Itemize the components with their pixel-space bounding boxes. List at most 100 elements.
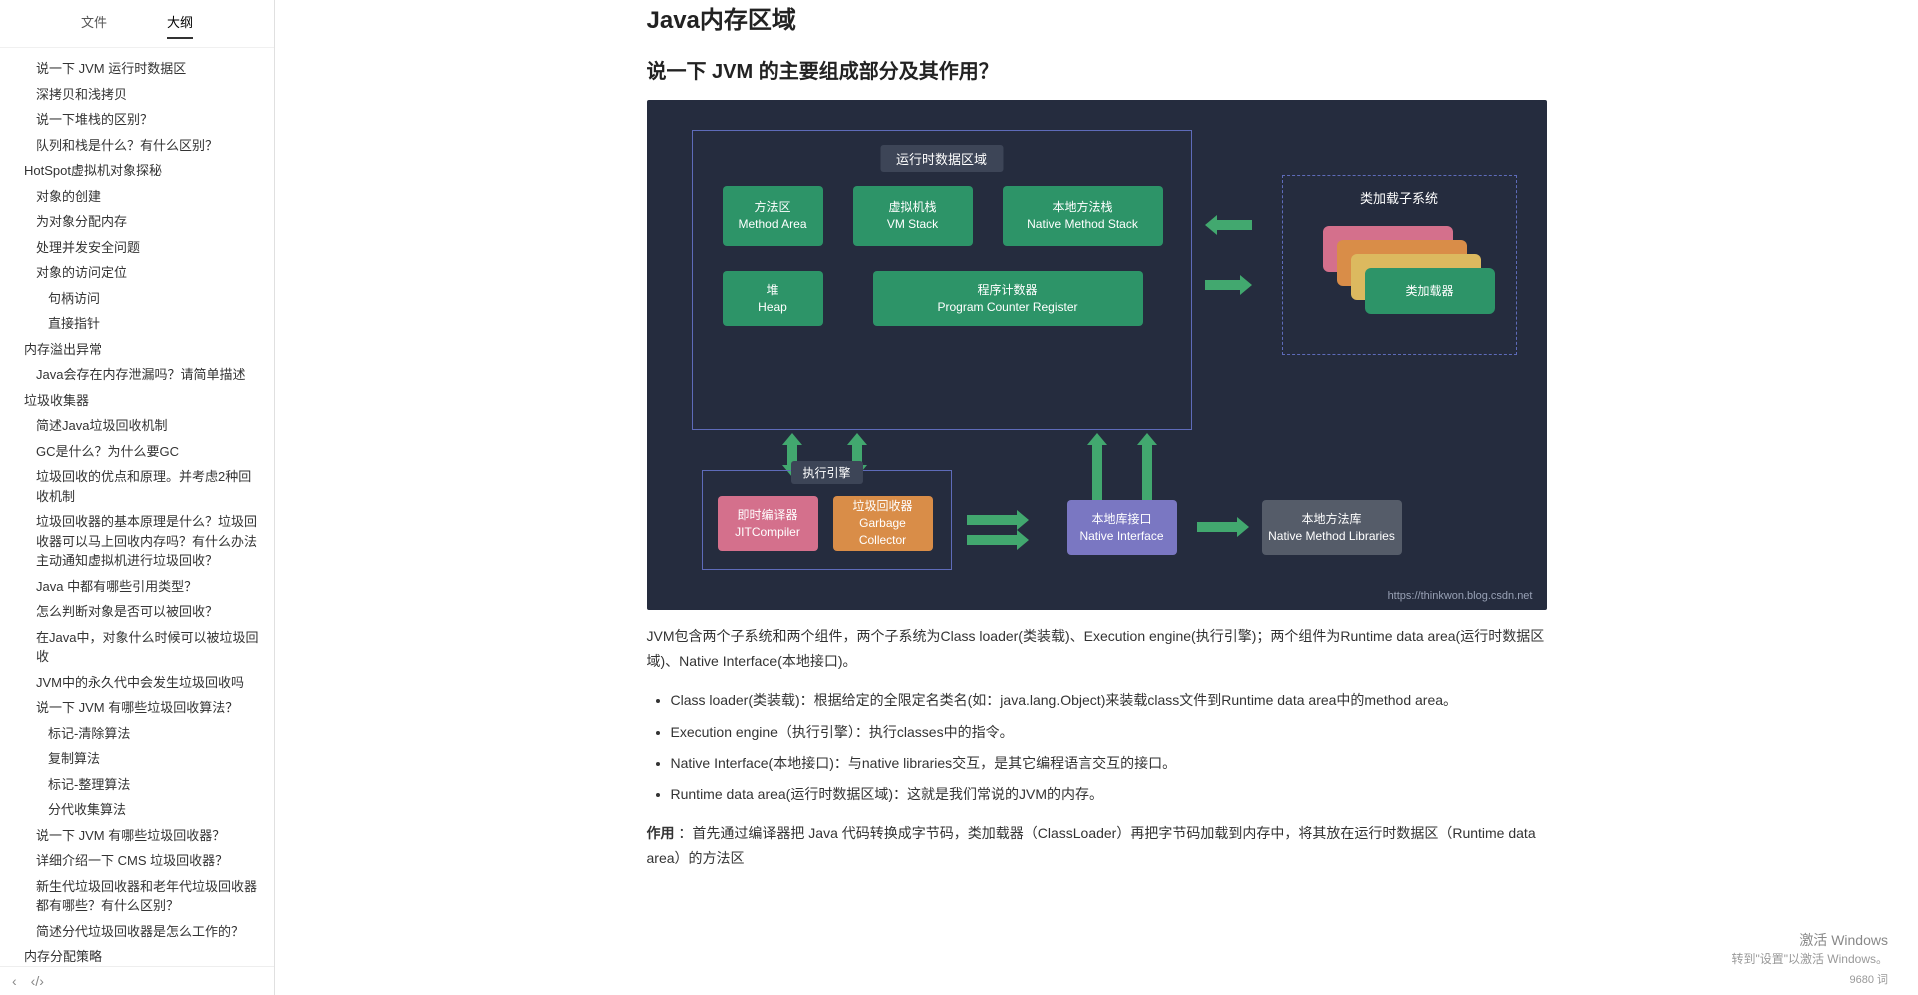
paragraph: 作用 ：首先通过编译器把 Java 代码转换成字节码，类加载器（ClassLoa…: [647, 821, 1547, 871]
outline-tree: 说一下 JVM 运行时数据区深拷贝和浅拷贝说一下堆栈的区别？队列和栈是什么？有什…: [0, 48, 274, 966]
outline-item[interactable]: 详细介绍一下 CMS 垃圾回收器？: [0, 848, 270, 874]
outline-item[interactable]: 标记-整理算法: [0, 772, 270, 798]
method-area-box: 方法区 Method Area: [723, 186, 823, 246]
runtime-area-group: 运行时数据区域 方法区 Method Area 虚拟机栈 VM Stack 本地…: [692, 130, 1192, 430]
chevron-left-icon[interactable]: ‹: [12, 973, 17, 989]
pc-register-cn: 程序计数器: [977, 282, 1037, 299]
exec-engine-title: 执行引擎: [790, 461, 862, 484]
native-stack-cn: 本地方法栈: [1052, 199, 1112, 216]
outline-item[interactable]: 分代收集算法: [0, 797, 270, 823]
sidebar: 文件 大纲 说一下 JVM 运行时数据区深拷贝和浅拷贝说一下堆栈的区别？队列和栈…: [0, 0, 275, 995]
outline-item[interactable]: 标记-清除算法: [0, 721, 270, 747]
pc-register-en: Program Counter Register: [937, 299, 1077, 316]
arrow-icon: [1197, 522, 1237, 532]
watermark: https://thinkwon.blog.csdn.net: [1388, 590, 1533, 602]
method-area-cn: 方法区: [754, 199, 790, 216]
outline-item[interactable]: 简述分代垃圾回收器是怎么工作的？: [0, 919, 270, 945]
heap-en: Heap: [758, 299, 787, 316]
list-item: Runtime data area(运行时数据区域)：这就是我们常说的JVM的内…: [671, 782, 1547, 807]
code-icon[interactable]: ‹/›: [31, 973, 44, 989]
outline-item[interactable]: 队列和栈是什么？有什么区别？: [0, 133, 270, 159]
native-interface-cn: 本地库接口: [1091, 511, 1151, 528]
heading-2: 说一下 JVM 的主要组成部分及其作用？: [647, 55, 1547, 84]
outline-item[interactable]: 复制算法: [0, 746, 270, 772]
outline-item[interactable]: JVM中的永久代中会发生垃圾回收吗: [0, 670, 270, 696]
activate-title: 激活 Windows: [1731, 930, 1888, 950]
native-interface-box: 本地库接口 Native Interface: [1067, 500, 1177, 555]
activate-windows-overlay: 激活 Windows 转到"设置"以激活 Windows。 9680 词: [1731, 930, 1888, 987]
paragraph: JVM包含两个子系统和两个组件，两个子系统为Class loader(类装载)、…: [647, 624, 1547, 674]
outline-item[interactable]: 为对象分配内存: [0, 209, 270, 235]
bullet-list: Class loader(类装载)：根据给定的全限定名类名(如：java.lan…: [671, 688, 1547, 807]
heap-box: 堆 Heap: [723, 271, 823, 326]
tab-file[interactable]: 文件: [81, 8, 107, 39]
jvm-diagram: 运行时数据区域 方法区 Method Area 虚拟机栈 VM Stack 本地…: [647, 100, 1547, 610]
arrow-icon: [1205, 280, 1240, 290]
classloader-title: 类加载子系统: [1360, 188, 1438, 207]
outline-item[interactable]: 说一下堆栈的区别？: [0, 107, 270, 133]
jit-cn: 即时编译器: [737, 507, 797, 524]
loader-card-front: 类加载器: [1365, 268, 1495, 314]
heap-cn: 堆: [766, 282, 778, 299]
outline-item[interactable]: 对象的访问定位: [0, 260, 270, 286]
native-lib-en: Native Method Libraries: [1268, 528, 1395, 545]
outline-item[interactable]: 垃圾回收的优点和原理。并考虑2种回收机制: [0, 464, 270, 509]
pc-register-box: 程序计数器 Program Counter Register: [873, 271, 1143, 326]
outline-item[interactable]: GC是什么？为什么要GC: [0, 439, 270, 465]
outline-item[interactable]: 深拷贝和浅拷贝: [0, 82, 270, 108]
outline-item[interactable]: 怎么判断对象是否可以被回收？: [0, 599, 270, 625]
exec-engine-group: 执行引擎 即时编译器 JITCompiler 垃圾回收器 Garbage Col…: [702, 470, 952, 570]
arrow-icon: [1217, 220, 1252, 230]
outline-item[interactable]: 处理并发安全问题: [0, 235, 270, 261]
gc-cn: 垃圾回收器: [852, 498, 912, 515]
outline-item[interactable]: Java会存在内存泄漏吗？请简单描述: [0, 362, 270, 388]
word-count: 9680 词: [1731, 971, 1888, 987]
outline-item[interactable]: 说一下 JVM 有哪些垃圾回收算法？: [0, 695, 270, 721]
para-body: ：首先通过编译器把 Java 代码转换成字节码，类加载器（ClassLoader…: [647, 825, 1536, 866]
outline-item[interactable]: 对象的创建: [0, 184, 270, 210]
list-item: Class loader(类装载)：根据给定的全限定名类名(如：java.lan…: [671, 688, 1547, 713]
outline-item[interactable]: 内存溢出异常: [0, 337, 270, 363]
arrow-icon: [1142, 445, 1152, 500]
gc-en: Garbage Collector: [839, 515, 927, 549]
gc-box: 垃圾回收器 Garbage Collector: [833, 496, 933, 551]
outline-item[interactable]: 新生代垃圾回收器和老年代垃圾回收器都有哪些？有什么区别？: [0, 874, 270, 919]
outline-item[interactable]: 说一下 JVM 有哪些垃圾回收器？: [0, 823, 270, 849]
outline-item[interactable]: 垃圾收集器: [0, 388, 270, 414]
jit-box: 即时编译器 JITCompiler: [718, 496, 818, 551]
native-interface-en: Native Interface: [1079, 528, 1163, 545]
tab-outline[interactable]: 大纲: [167, 8, 193, 39]
bottom-bar: ‹ ‹/›: [0, 966, 274, 995]
native-stack-box: 本地方法栈 Native Method Stack: [1003, 186, 1163, 246]
vm-stack-cn: 虚拟机栈: [888, 199, 936, 216]
method-area-en: Method Area: [738, 216, 806, 233]
outline-item[interactable]: 句柄访问: [0, 286, 270, 312]
outline-item[interactable]: 简述Java垃圾回收机制: [0, 413, 270, 439]
list-item: Native Interface(本地接口)：与native libraries…: [671, 751, 1547, 776]
arrow-icon: [967, 535, 1017, 545]
sidebar-tabs: 文件 大纲: [0, 0, 274, 48]
main-content: Java内存区域 说一下 JVM 的主要组成部分及其作用？ 运行时数据区域 方法…: [275, 0, 1918, 995]
outline-item[interactable]: 内存分配策略: [0, 944, 270, 966]
native-lib-cn: 本地方法库: [1301, 511, 1361, 528]
runtime-area-title: 运行时数据区域: [880, 145, 1003, 172]
list-item: Execution engine（执行引擎）：执行classes中的指令。: [671, 720, 1547, 745]
outline-item[interactable]: 垃圾回收器的基本原理是什么？垃圾回收器可以马上回收内存吗？有什么办法主动通知虚拟…: [0, 509, 270, 574]
outline-item[interactable]: HotSpot虚拟机对象探秘: [0, 158, 270, 184]
heading-1: Java内存区域: [647, 0, 1547, 35]
arrow-icon: [1092, 445, 1102, 500]
activate-subtitle: 转到"设置"以激活 Windows。: [1731, 950, 1888, 967]
classloader-group: 类加载子系统 类加载器: [1282, 175, 1517, 355]
jit-en: JITCompiler: [735, 524, 800, 541]
loader-card-label: 类加载器: [1405, 283, 1453, 300]
outline-item[interactable]: Java 中都有哪些引用类型？: [0, 574, 270, 600]
outline-item[interactable]: 说一下 JVM 运行时数据区: [0, 56, 270, 82]
outline-item[interactable]: 在Java中，对象什么时候可以被垃圾回收: [0, 625, 270, 670]
vm-stack-en: VM Stack: [887, 216, 938, 233]
native-stack-en: Native Method Stack: [1027, 216, 1138, 233]
native-lib-box: 本地方法库 Native Method Libraries: [1262, 500, 1402, 555]
arrow-icon: [967, 515, 1017, 525]
para-prefix: 作用: [647, 825, 675, 841]
vm-stack-box: 虚拟机栈 VM Stack: [853, 186, 973, 246]
outline-item[interactable]: 直接指针: [0, 311, 270, 337]
